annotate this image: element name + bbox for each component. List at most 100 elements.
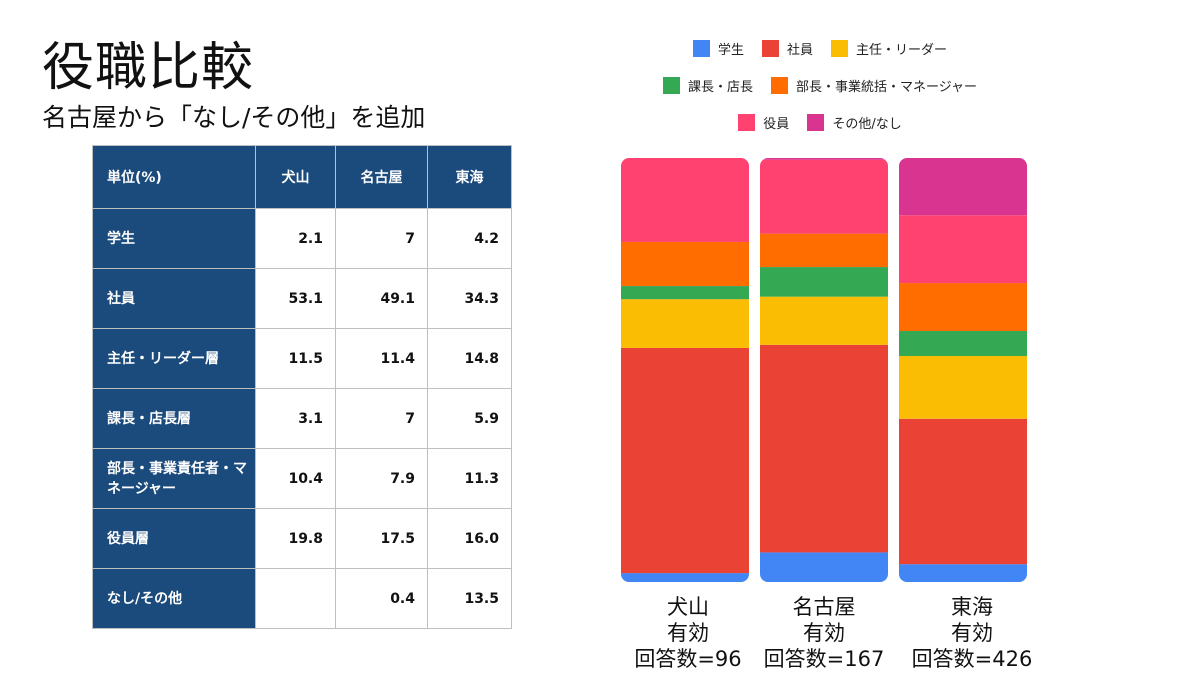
row-label: 役員層 xyxy=(92,508,256,569)
legend-item: 社員 xyxy=(761,39,813,58)
x-category-label: 東海 有効 回答数=426 xyxy=(892,594,1052,672)
table-cell: 10.4 xyxy=(255,448,336,509)
category-count: 回答数=96 xyxy=(634,647,742,671)
column-header: 名古屋 xyxy=(335,145,428,209)
table-cell: 3.1 xyxy=(255,388,336,449)
table-cell: 5.9 xyxy=(427,388,512,449)
bar-segment xyxy=(621,241,749,287)
legend-swatch xyxy=(662,76,680,94)
legend-label: 学生 xyxy=(717,42,744,58)
bar-segment xyxy=(621,299,749,348)
category-subtitle: 有効 xyxy=(803,621,845,645)
column-header: 犬山 xyxy=(255,145,336,209)
row-label: 社員 xyxy=(92,268,256,329)
table-cell: 0.4 xyxy=(335,568,428,629)
table-cell: 49.1 xyxy=(335,268,428,329)
bar-segment xyxy=(899,283,1027,331)
bar-stack xyxy=(621,158,749,582)
bar-segment xyxy=(760,233,888,268)
table-cell: 19.8 xyxy=(255,508,336,569)
table-row: 学生 2.1 7 4.2 xyxy=(92,208,512,269)
row-label: 主任・リーダー層 xyxy=(92,328,256,389)
page-subtitle: 名古屋から「なし/その他」を追加 xyxy=(42,103,426,132)
bar-segment xyxy=(760,344,888,553)
bar-segment xyxy=(760,296,888,345)
category-name: 名古屋 xyxy=(792,595,856,619)
row-label: 部長・事業責任者・マネージャー xyxy=(92,448,256,509)
table-row: 部長・事業責任者・マネージャー 10.4 7.9 11.3 xyxy=(92,448,512,509)
bar-stack xyxy=(760,158,888,582)
legend-label: その他/なし xyxy=(832,116,902,132)
bar-segment xyxy=(621,573,749,582)
category-count: 回答数=426 xyxy=(911,647,1033,671)
legend-label: 課長・店長 xyxy=(687,79,753,95)
legend-label: 社員 xyxy=(786,42,813,58)
table-cell: 4.2 xyxy=(427,208,512,269)
table-cell: 34.3 xyxy=(427,268,512,329)
legend-item: 役員 xyxy=(738,113,789,132)
legend-row: 役員 その他/なし xyxy=(600,112,1040,132)
bar-segment xyxy=(621,158,749,242)
chart-legend: 学生 社員 主任・リーダー 課長・店長 部長・事業統括・マネージャー 役員 その… xyxy=(600,38,1040,149)
category-count: 回答数=167 xyxy=(763,647,885,671)
legend-label: 部長・事業統括・マネージャー xyxy=(795,79,978,95)
table-row: 社員 53.1 49.1 34.3 xyxy=(92,268,512,329)
table-cell: 53.1 xyxy=(255,268,336,329)
bar-segment xyxy=(760,158,888,160)
legend-swatch xyxy=(770,76,788,94)
table-cell: 11.3 xyxy=(427,448,512,509)
table-cell: 7.9 xyxy=(335,448,428,509)
table-row: 課長・店長層 3.1 7 5.9 xyxy=(92,388,512,449)
x-category-label: 犬山 有効 回答数=96 xyxy=(608,594,768,672)
stacked-bar-chart xyxy=(621,158,1027,582)
legend-swatch xyxy=(761,39,779,57)
category-subtitle: 有効 xyxy=(667,621,709,645)
row-label: なし/その他 xyxy=(92,568,256,629)
table-cell: 17.5 xyxy=(335,508,428,569)
table-cell: 16.0 xyxy=(427,508,512,569)
x-category-label: 名古屋 有効 回答数=167 xyxy=(744,594,904,672)
page-title: 役職比較 xyxy=(42,38,255,98)
table-cell: 2.1 xyxy=(255,208,336,269)
legend-item: 学生 xyxy=(692,39,744,58)
legend-swatch xyxy=(692,39,710,57)
table-row: 主任・リーダー層 11.5 11.4 14.8 xyxy=(92,328,512,389)
bar-segment xyxy=(899,564,1027,582)
category-name: 犬山 xyxy=(667,595,709,619)
legend-row: 課長・店長 部長・事業統括・マネージャー xyxy=(600,75,1040,95)
bar-segment xyxy=(899,330,1027,357)
table-cell: 13.5 xyxy=(427,568,512,629)
table-cell: 11.4 xyxy=(335,328,428,389)
legend-label: 役員 xyxy=(763,116,790,132)
legend-item: 課長・店長 xyxy=(662,76,753,95)
legend-swatch xyxy=(807,113,825,131)
bar-segment xyxy=(899,356,1027,419)
legend-item: 部長・事業統括・マネージャー xyxy=(770,76,978,95)
bar-segment xyxy=(899,215,1027,284)
bar-segment xyxy=(899,418,1027,565)
table-header-row: 単位(%) 犬山 名古屋 東海 xyxy=(92,145,512,209)
table-row: 役員層 19.8 17.5 16.0 xyxy=(92,508,512,569)
bar-segment xyxy=(621,286,749,300)
legend-swatch xyxy=(831,39,848,57)
table-cell: 7 xyxy=(335,208,428,269)
legend-row: 学生 社員 主任・リーダー xyxy=(600,38,1040,58)
category-name: 東海 xyxy=(951,595,993,619)
legend-item: その他/なし xyxy=(807,113,902,132)
category-subtitle: 有効 xyxy=(951,621,993,645)
bar-segment xyxy=(760,267,888,297)
bar-segment xyxy=(760,552,888,582)
row-label: 学生 xyxy=(92,208,256,269)
column-header: 東海 xyxy=(427,145,512,209)
bar-segment xyxy=(621,347,749,574)
bar-segment xyxy=(899,158,1027,216)
data-table: 単位(%) 犬山 名古屋 東海 学生 2.1 7 4.2 社員 53.1 49.… xyxy=(92,145,512,629)
legend-label: 主任・リーダー xyxy=(856,42,948,58)
table-cell: 14.8 xyxy=(427,328,512,389)
table-cell: 11.5 xyxy=(255,328,336,389)
bar-stack xyxy=(899,158,1027,582)
table-cell xyxy=(255,568,336,629)
legend-swatch xyxy=(738,113,756,131)
bar-segment xyxy=(760,159,888,234)
row-label: 課長・店長層 xyxy=(92,388,256,449)
